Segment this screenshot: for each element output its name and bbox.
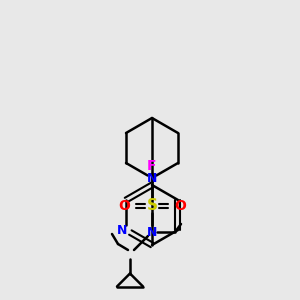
Text: O: O (118, 199, 130, 213)
Text: F: F (147, 159, 157, 173)
Text: S: S (146, 199, 158, 214)
Text: N: N (147, 172, 157, 184)
Text: O: O (174, 199, 186, 213)
Text: N: N (147, 226, 157, 238)
Text: N: N (117, 224, 127, 238)
